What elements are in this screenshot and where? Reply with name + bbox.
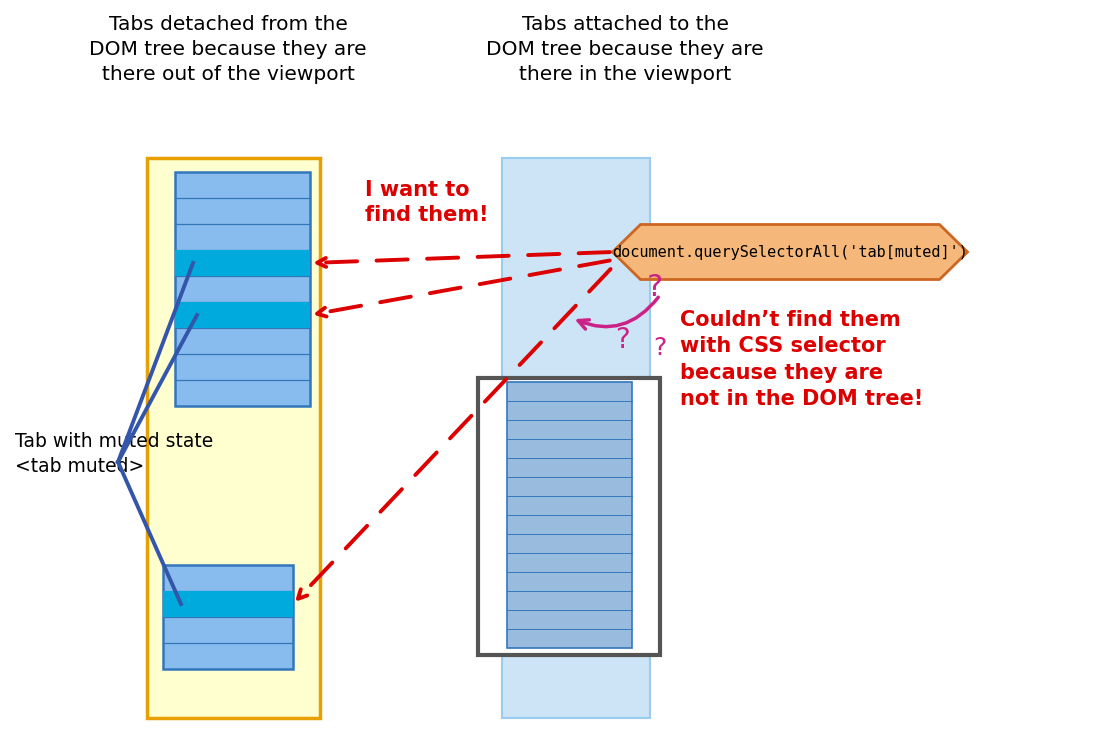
Text: ?: ? [647, 274, 663, 302]
Text: document.querySelectorAll('tab[muted]'): document.querySelectorAll('tab[muted]') [612, 244, 968, 259]
FancyArrowPatch shape [578, 297, 659, 329]
FancyArrowPatch shape [317, 260, 609, 317]
Text: Tabs detached from the
DOM tree because they are
there out of the viewport: Tabs detached from the DOM tree because … [90, 15, 366, 84]
Text: Tabs attached to the
DOM tree because they are
there in the viewport: Tabs attached to the DOM tree because th… [486, 15, 764, 84]
Text: Tab with muted state
<tab muted>: Tab with muted state <tab muted> [15, 432, 213, 476]
Bar [502, 158, 650, 718]
Polygon shape [613, 225, 967, 280]
Text: I want to
find them!: I want to find them! [365, 180, 489, 225]
Text: ?: ? [615, 326, 629, 354]
Bar [478, 378, 660, 655]
Bar [507, 382, 632, 648]
Text: ?: ? [653, 336, 666, 360]
Bar [175, 172, 310, 406]
Bar [175, 302, 310, 328]
FancyArrowPatch shape [298, 269, 610, 599]
FancyArrowPatch shape [317, 252, 609, 267]
Bar [163, 591, 293, 617]
Bar [175, 250, 310, 276]
Bar [163, 565, 293, 669]
Text: Couldn’t find them
with CSS selector
because they are
not in the DOM tree!: Couldn’t find them with CSS selector bec… [680, 310, 923, 409]
Bar [147, 158, 321, 718]
